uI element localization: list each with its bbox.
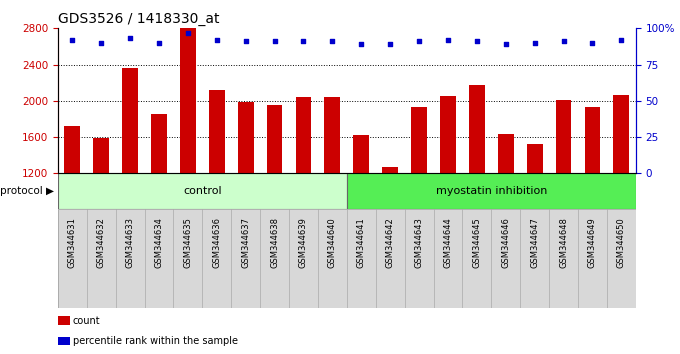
Text: GSM344643: GSM344643 xyxy=(415,217,424,268)
Bar xyxy=(585,107,600,173)
Bar xyxy=(440,96,456,173)
Text: GSM344632: GSM344632 xyxy=(97,217,105,268)
Point xyxy=(240,39,251,44)
Text: GSM344639: GSM344639 xyxy=(299,217,308,268)
Bar xyxy=(556,100,571,173)
Point xyxy=(124,36,135,41)
Bar xyxy=(58,173,347,209)
Text: GSM344640: GSM344640 xyxy=(328,217,337,268)
Text: myostatin inhibition: myostatin inhibition xyxy=(436,186,547,196)
Text: GSM344650: GSM344650 xyxy=(617,217,626,268)
Point xyxy=(96,40,107,46)
Text: GSM344633: GSM344633 xyxy=(126,217,135,268)
Text: protocol ▶: protocol ▶ xyxy=(1,186,54,196)
Text: GSM344647: GSM344647 xyxy=(530,217,539,268)
Bar xyxy=(93,138,109,173)
Point xyxy=(298,39,309,44)
Bar xyxy=(180,28,196,173)
Point xyxy=(587,40,598,46)
Bar xyxy=(613,96,629,173)
Point xyxy=(413,39,424,44)
Bar xyxy=(382,167,398,173)
Text: GSM344644: GSM344644 xyxy=(443,217,452,268)
Point xyxy=(67,37,78,43)
Bar xyxy=(296,97,311,173)
Text: GSM344637: GSM344637 xyxy=(241,217,250,268)
Bar xyxy=(469,85,485,173)
Point xyxy=(529,40,540,46)
Point xyxy=(616,37,627,43)
Bar xyxy=(267,104,282,173)
Point xyxy=(154,40,165,46)
Text: GDS3526 / 1418330_at: GDS3526 / 1418330_at xyxy=(58,12,219,26)
Text: GSM344641: GSM344641 xyxy=(357,217,366,268)
Point xyxy=(500,41,511,47)
Bar xyxy=(347,173,636,209)
Text: GSM344631: GSM344631 xyxy=(68,217,77,268)
Text: GSM344645: GSM344645 xyxy=(473,217,481,268)
Text: GSM344634: GSM344634 xyxy=(154,217,163,268)
Text: GSM344642: GSM344642 xyxy=(386,217,394,268)
Point xyxy=(471,39,482,44)
Text: GSM344648: GSM344648 xyxy=(559,217,568,268)
Bar xyxy=(151,114,167,173)
Point xyxy=(443,37,454,43)
Bar xyxy=(527,144,543,173)
Point xyxy=(356,41,367,47)
Point xyxy=(327,39,338,44)
Bar xyxy=(238,102,254,173)
Point xyxy=(558,39,569,44)
Text: GSM344649: GSM344649 xyxy=(588,217,597,268)
Text: control: control xyxy=(183,186,222,196)
Bar xyxy=(354,135,369,173)
Point xyxy=(182,30,193,35)
Bar xyxy=(65,126,80,173)
Bar xyxy=(209,90,224,173)
Text: GSM344636: GSM344636 xyxy=(212,217,221,268)
Point xyxy=(269,39,280,44)
Text: GSM344646: GSM344646 xyxy=(501,217,510,268)
Bar xyxy=(324,97,340,173)
Bar xyxy=(411,107,427,173)
Bar xyxy=(122,68,138,173)
Text: count: count xyxy=(73,316,101,326)
Text: GSM344638: GSM344638 xyxy=(270,217,279,268)
Point xyxy=(385,41,396,47)
Text: percentile rank within the sample: percentile rank within the sample xyxy=(73,336,238,346)
Bar xyxy=(498,133,513,173)
Point xyxy=(211,37,222,43)
Text: GSM344635: GSM344635 xyxy=(184,217,192,268)
